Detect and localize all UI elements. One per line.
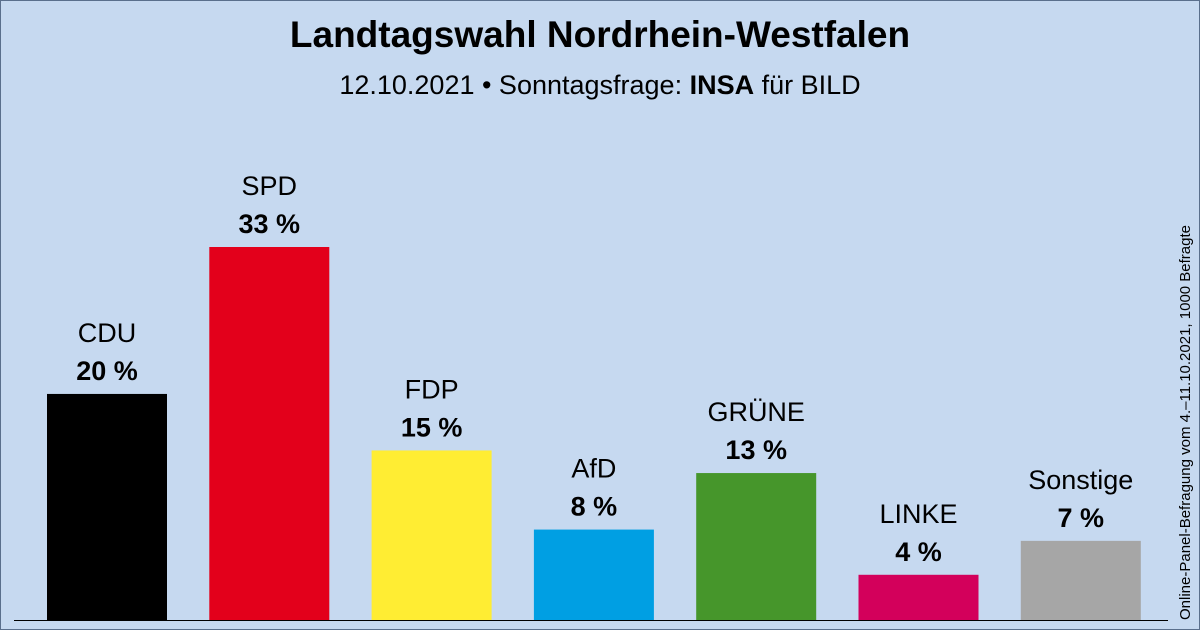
value-label-cdu: 20 % [76,356,138,386]
subtitle-client: für BILD [754,70,861,100]
value-label-sonstige: 7 % [1058,503,1105,533]
category-label-gr-ne: GRÜNE [707,397,805,427]
chart-subtitle: 12.10.2021 • Sonntagsfrage: INSA für BIL… [0,70,1200,101]
survey-note: Online-Panel-Befragung vom 4.–11.10.2021… [1177,225,1194,620]
chart-title: Landtagswahl Nordrhein-Westfalen [289,14,911,55]
bar-afd [533,529,654,620]
category-label-spd: SPD [242,171,298,201]
category-label-fdp: FDP [405,374,459,404]
category-label-afd: AfD [571,454,616,484]
subtitle-institute: INSA [689,70,755,100]
bar-linke [858,574,979,620]
value-label-spd: 33 % [239,209,301,239]
value-label-gr-ne: 13 % [725,435,787,465]
bar-gr-ne [696,473,817,620]
subtitle-date-question: 12.10.2021 • Sonntagsfrage: [339,70,690,100]
category-label-sonstige: Sonstige [1028,465,1133,495]
value-label-afd: 8 % [571,492,618,522]
value-label-fdp: 15 % [401,412,463,442]
category-label-linke: LINKE [879,499,957,529]
category-label-cdu: CDU [78,318,137,348]
bar-sonstige [1020,540,1141,620]
bar-cdu [47,393,167,620]
value-label-linke: 4 % [895,537,942,567]
bar-spd [209,247,330,620]
bar-fdp [371,450,492,620]
